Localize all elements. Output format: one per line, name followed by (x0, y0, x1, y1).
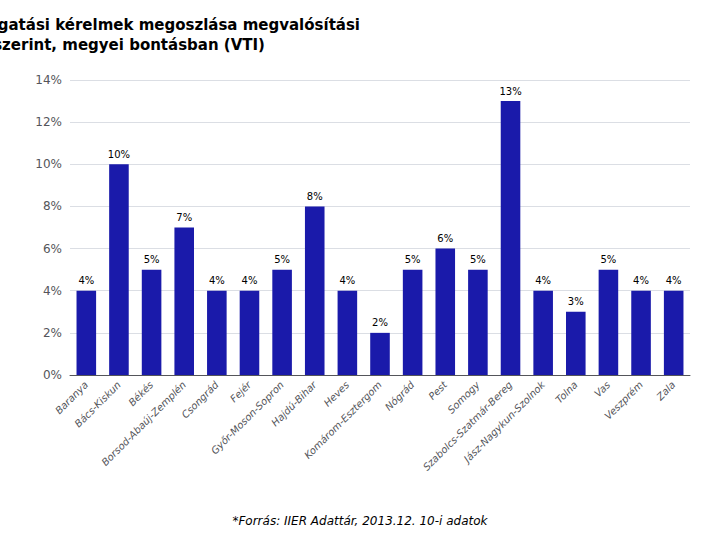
svg-text:Győr-Moson-Sopron: Győr-Moson-Sopron (208, 379, 286, 457)
svg-text:Nógrád: Nógrád (383, 379, 417, 413)
svg-text:7%: 7% (176, 212, 192, 223)
svg-text:4%: 4% (535, 275, 551, 286)
svg-text:0%: 0% (43, 368, 62, 382)
svg-text:13%: 13% (499, 86, 521, 97)
svg-text:Hajdú-Bihar: Hajdú-Bihar (269, 378, 319, 428)
svg-text:4%: 4% (43, 284, 62, 298)
svg-text:6%: 6% (43, 242, 62, 256)
svg-text:5%: 5% (470, 254, 486, 265)
svg-text:3%: 3% (568, 296, 584, 307)
svg-text:4%: 4% (209, 275, 225, 286)
svg-text:*Forrás: IIER Adattár, 2013.12: *Forrás: IIER Adattár, 2013.12. 10-i ada… (232, 514, 488, 528)
svg-text:8%: 8% (307, 191, 323, 202)
svg-text:14%: 14% (35, 73, 62, 87)
svg-text:10%: 10% (108, 149, 130, 160)
svg-text:Bács-Kiskun: Bács-Kiskun (72, 379, 122, 429)
svg-text:Zala: Zala (654, 379, 678, 403)
svg-text:Baranya: Baranya (53, 379, 91, 417)
svg-text:Szabolcs-Szatmár-Bereg: Szabolcs-Szatmár-Bereg (420, 379, 515, 473)
svg-text:2%: 2% (43, 326, 62, 340)
svg-text:hely szerint, megyei bontásban: hely szerint, megyei bontásban (VTI) (0, 36, 265, 54)
svg-text:5%: 5% (600, 254, 616, 265)
svg-text:Borsod-Abaúj-Zemplén: Borsod-Abaúj-Zemplén (99, 379, 188, 468)
svg-text:2%: 2% (372, 317, 388, 328)
svg-text:8%: 8% (43, 199, 62, 213)
svg-text:Heves: Heves (322, 379, 352, 409)
svg-text:4%: 4% (242, 275, 258, 286)
svg-text:4%: 4% (78, 275, 94, 286)
svg-text:4%: 4% (666, 275, 682, 286)
svg-text:4%: 4% (339, 275, 355, 286)
svg-text:4%: 4% (633, 275, 649, 286)
svg-text:Fejér: Fejér (228, 378, 254, 404)
svg-text:10%: 10% (35, 157, 62, 171)
svg-text:6%: 6% (437, 233, 453, 244)
svg-text:Tolna: Tolna (553, 379, 579, 405)
svg-text:Békés: Békés (126, 379, 155, 408)
svg-text:12%: 12% (35, 115, 62, 129)
svg-text:Beérkezett támogatási kérelmek: Beérkezett támogatási kérelmek megoszlás… (0, 16, 360, 34)
svg-text:Csongrád: Csongrád (179, 379, 221, 421)
svg-text:Jász-Nagykun-Szolnok: Jász-Nagykun-Szolnok (460, 378, 548, 466)
svg-text:Vas: Vas (592, 379, 612, 399)
svg-text:Veszprém: Veszprém (602, 379, 645, 422)
svg-text:5%: 5% (405, 254, 421, 265)
svg-text:5%: 5% (274, 254, 290, 265)
svg-text:5%: 5% (144, 254, 160, 265)
svg-text:Somogy: Somogy (445, 379, 482, 416)
svg-text:Pest: Pest (426, 378, 450, 402)
svg-text:Komárom-Esztergom: Komárom-Esztergom (302, 379, 384, 461)
